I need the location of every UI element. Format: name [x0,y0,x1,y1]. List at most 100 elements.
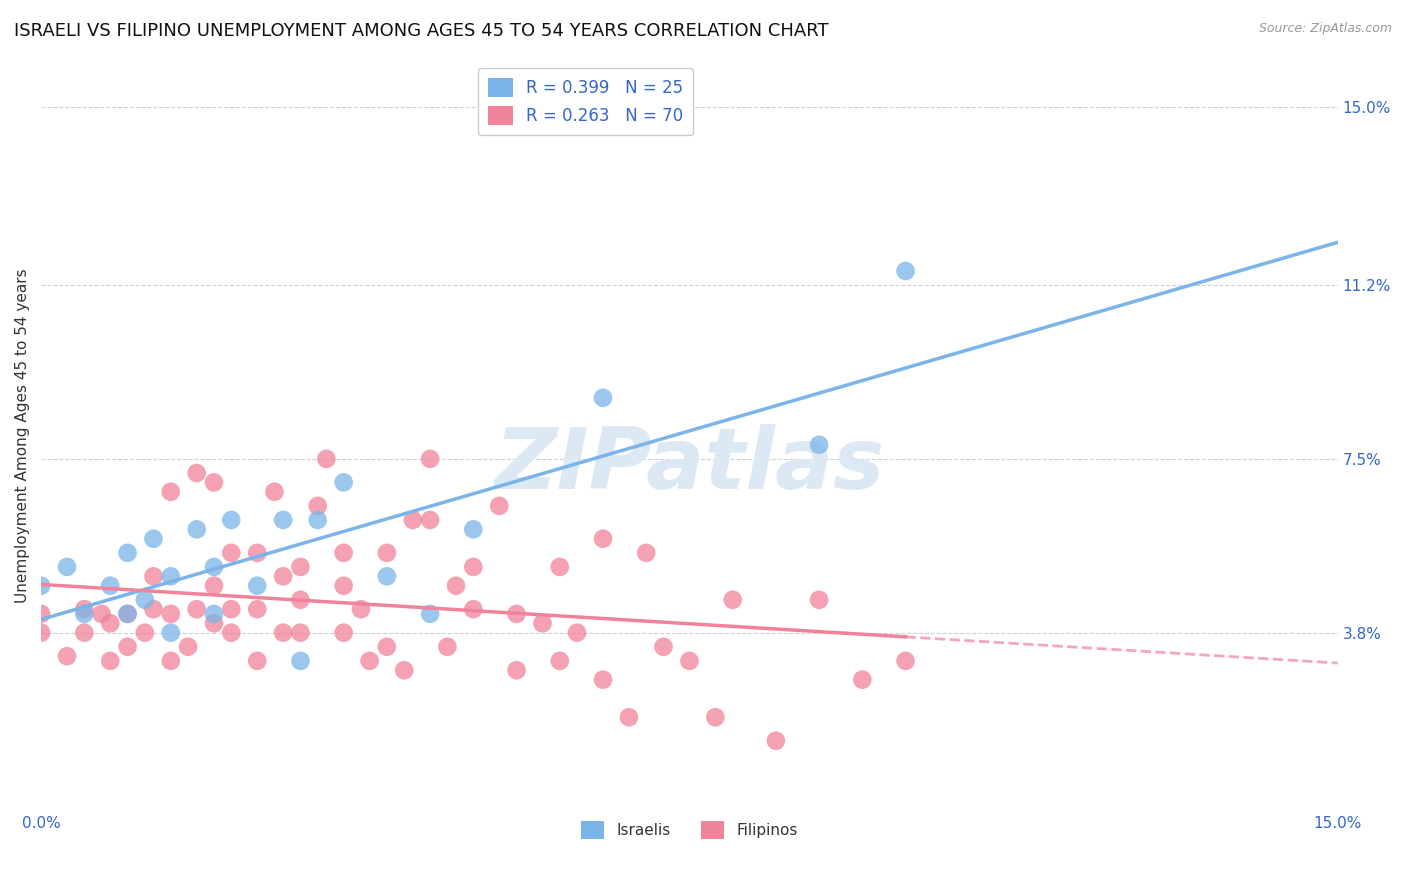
Point [246,654,269,668]
Text: ISRAELI VS FILIPINO UNEMPLOYMENT AMONG AGES 45 TO 54 YEARS CORRELATION CHART: ISRAELI VS FILIPINO UNEMPLOYMENT AMONG A… [14,22,828,40]
Point [177,640,200,654]
Point [808,438,831,452]
Point [271,625,294,640]
Point [704,710,727,724]
Point [73,602,96,616]
Point [186,602,208,616]
Point [117,607,139,621]
Point [894,264,917,278]
Point [444,579,467,593]
Point [117,640,139,654]
Point [290,560,312,574]
Point [117,546,139,560]
Point [219,625,242,640]
Point [332,625,354,640]
Point [307,499,329,513]
Point [263,484,285,499]
Point [505,607,527,621]
Point [505,663,527,677]
Point [98,654,121,668]
Point [617,710,640,724]
Point [142,532,165,546]
Point [134,625,156,640]
Point [332,475,354,490]
Point [463,560,485,574]
Point [271,569,294,583]
Point [419,513,441,527]
Point [463,522,485,536]
Point [402,513,425,527]
Point [678,654,700,668]
Y-axis label: Unemployment Among Ages 45 to 54 years: Unemployment Among Ages 45 to 54 years [15,268,30,603]
Point [142,569,165,583]
Point [307,513,329,527]
Point [30,579,52,593]
Point [592,532,614,546]
Point [290,654,312,668]
Point [463,602,485,616]
Point [30,607,52,621]
Point [436,640,458,654]
Point [159,484,181,499]
Point [375,546,398,560]
Point [531,616,554,631]
Point [592,391,614,405]
Point [202,616,225,631]
Point [56,560,79,574]
Point [246,579,269,593]
Point [90,607,112,621]
Point [652,640,675,654]
Point [332,546,354,560]
Point [548,654,571,668]
Point [219,546,242,560]
Text: Source: ZipAtlas.com: Source: ZipAtlas.com [1258,22,1392,36]
Legend: Israelis, Filipinos: Israelis, Filipinos [575,815,804,845]
Point [98,616,121,631]
Point [851,673,873,687]
Point [419,451,441,466]
Point [332,579,354,593]
Point [894,654,917,668]
Point [636,546,658,560]
Point [202,607,225,621]
Point [159,607,181,621]
Point [565,625,588,640]
Point [290,592,312,607]
Point [392,663,415,677]
Point [219,513,242,527]
Point [98,579,121,593]
Point [271,513,294,527]
Point [73,625,96,640]
Point [30,625,52,640]
Point [315,451,337,466]
Point [117,607,139,621]
Point [186,466,208,480]
Point [592,673,614,687]
Point [290,625,312,640]
Point [488,499,510,513]
Point [246,602,269,616]
Point [159,569,181,583]
Point [375,569,398,583]
Point [808,592,831,607]
Point [73,607,96,621]
Point [202,579,225,593]
Point [350,602,373,616]
Point [159,625,181,640]
Point [219,602,242,616]
Point [186,522,208,536]
Point [375,640,398,654]
Point [142,602,165,616]
Point [359,654,381,668]
Point [721,592,744,607]
Point [765,733,787,747]
Point [246,546,269,560]
Point [548,560,571,574]
Point [202,560,225,574]
Point [419,607,441,621]
Point [159,654,181,668]
Point [202,475,225,490]
Point [134,592,156,607]
Text: ZIPatlas: ZIPatlas [495,424,884,507]
Point [56,649,79,664]
